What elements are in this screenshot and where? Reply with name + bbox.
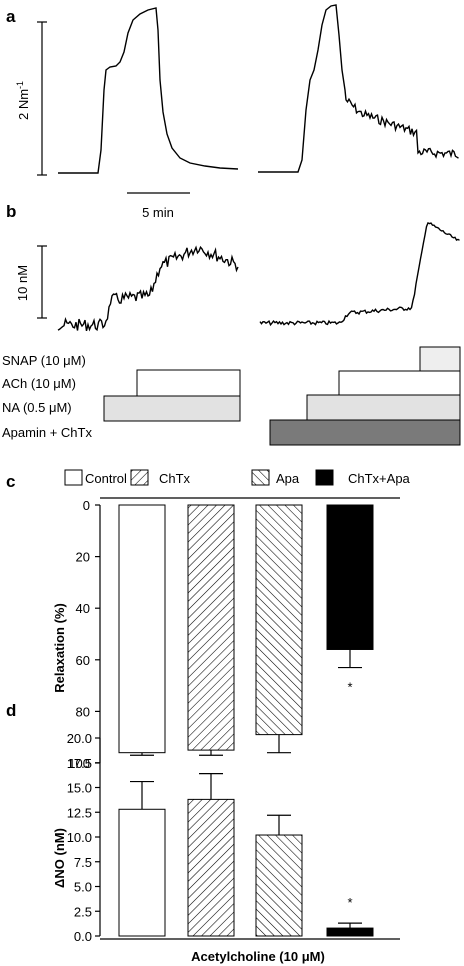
- panel-d-chart: 0.0 2.5 5.0 7.5 10.0 12.5 15.0 17.5 20.0 *: [67, 731, 400, 944]
- panel-a-letter: a: [6, 7, 16, 26]
- label-ach: ACh (10 μM): [2, 376, 76, 391]
- panel-d-letter: d: [6, 701, 16, 720]
- panel-d-ytick-label: 17.5: [67, 756, 92, 771]
- panel-d-ylabel: ΔNO (nM): [52, 828, 67, 888]
- panel-a-trace-control: [58, 7, 239, 174]
- panel-c-legend: Control ChTx Apa ChTx+Apa: [64, 469, 411, 486]
- panel-d-bar-control: [118, 808, 166, 937]
- panel-a-scalebar: [37, 21, 47, 176]
- panel-b-letter: b: [6, 202, 16, 221]
- panel-c-ytick-label: 20: [76, 550, 90, 565]
- legend-label: Apa: [276, 471, 300, 486]
- panel-d-bar-chtx: [187, 798, 235, 937]
- panel-a-time-label: 5 min: [142, 205, 174, 220]
- panel-c-bar-chtx: [187, 504, 235, 751]
- legend-swatch-chtx-apa: [315, 469, 334, 486]
- panel-c-chart: 0 20 40 60 80 100 *: [68, 497, 400, 771]
- panel-b-scalebar: [37, 245, 47, 319]
- panel-d-significance: *: [347, 895, 352, 910]
- panel-c-ylabel: Relaxation (%): [52, 603, 67, 693]
- panel-d-bar-apa: [255, 834, 303, 937]
- panel-a-trace-treated: [258, 4, 459, 173]
- label-na: NA (0.5 μM): [2, 400, 72, 415]
- panel-c-ytick-label: 100: [68, 756, 90, 771]
- panel-d-xlabel: Acetylcholine (10 μM): [191, 949, 325, 964]
- bar-left-na: [103, 395, 241, 422]
- bar-right-ach: [338, 370, 461, 397]
- panel-d-ytick-label: 7.5: [74, 855, 92, 870]
- label-snap: SNAP (10 μM): [2, 353, 86, 368]
- panel-b-scale-label: 10 nM: [15, 265, 30, 301]
- panel-c-bar-apa: [255, 504, 303, 736]
- legend-swatch-control: [64, 469, 83, 486]
- panel-d-ytick-label: 15.0: [67, 781, 92, 796]
- panel-d-ytick-label: 10.0: [67, 830, 92, 845]
- legend-label: ChTx+Apa: [348, 471, 411, 486]
- panel-d-ytick-label: 20.0: [67, 731, 92, 746]
- bar-left-ach: [136, 369, 241, 397]
- panel-d-ytick-label: 0.0: [74, 929, 92, 944]
- bar-right-snap: [419, 346, 461, 372]
- legend-label: ChTx: [159, 471, 191, 486]
- panel-c-bar-control: [118, 504, 166, 754]
- panel-d-bar-chtx-apa: [326, 927, 374, 937]
- panel-c-ytick-label: 60: [76, 653, 90, 668]
- panel-d-ytick-label: 12.5: [67, 805, 92, 820]
- label-apamin-chtx: Apamin + ChTx: [2, 425, 92, 440]
- legend-swatch-chtx: [130, 469, 149, 486]
- panel-d-ytick-label: 2.5: [74, 904, 92, 919]
- panel-b-trace-control: [57, 245, 239, 332]
- panel-b-trace-treated: [259, 221, 460, 327]
- bar-right-na: [306, 394, 461, 421]
- panel-a-scale-label: 2 Nm-1: [15, 81, 31, 120]
- legend-label: Control: [85, 471, 127, 486]
- panel-c-letter: c: [6, 472, 15, 491]
- panel-c-bar-chtx-apa: [326, 504, 374, 650]
- panel-c-ytick-label: 0: [83, 498, 90, 513]
- panel-c-ytick-label: 80: [76, 704, 90, 719]
- bar-right-apamin-chtx: [269, 419, 461, 446]
- legend-swatch-apa: [251, 469, 270, 486]
- panel-c-significance: *: [347, 680, 352, 695]
- panel-c-ytick-label: 40: [76, 601, 90, 616]
- panel-d-ytick-label: 5.0: [74, 880, 92, 895]
